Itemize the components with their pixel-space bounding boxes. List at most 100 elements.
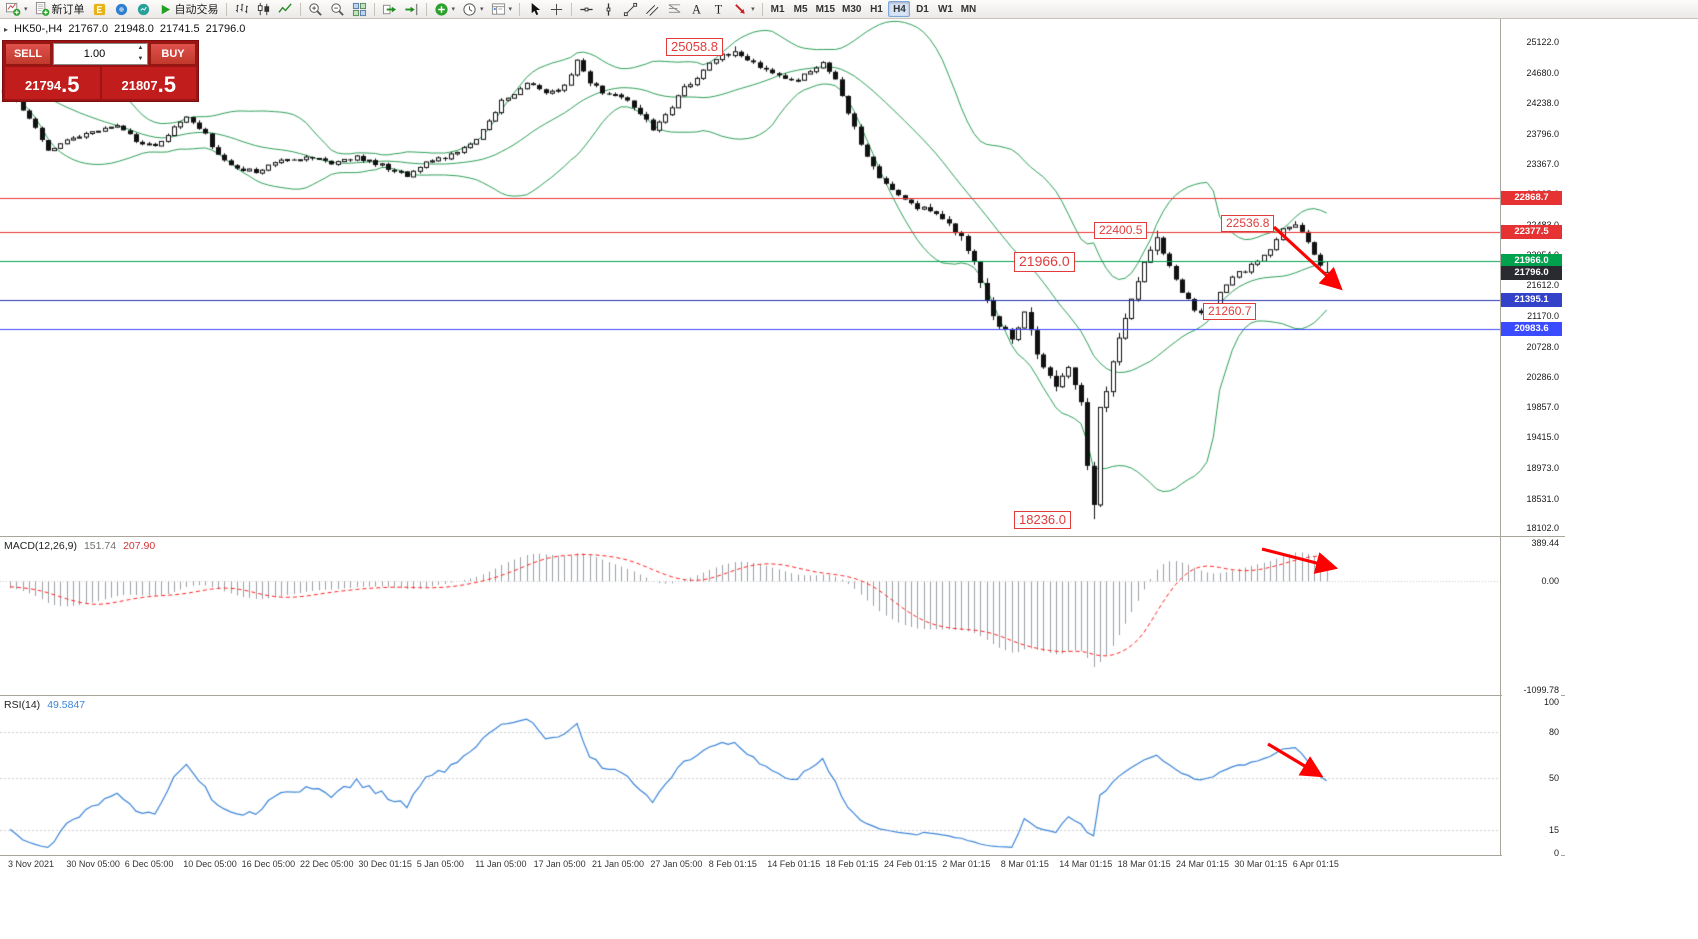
time-axis-label: 8 Feb 01:15 xyxy=(708,859,757,869)
macd-axis-label: -1099.78 xyxy=(1502,684,1561,696)
time-axis-label: 8 Mar 01:15 xyxy=(1000,859,1049,869)
panel-splitter-rsi[interactable] xyxy=(0,695,1565,696)
price-axis-label: 25122.0 xyxy=(1502,36,1561,48)
chart-candles-button[interactable] xyxy=(253,1,274,18)
channel-tool-icon xyxy=(645,2,660,17)
buy-price-frac: .5 xyxy=(157,72,176,97)
toolbar-separator xyxy=(761,2,763,16)
price-axis-label: 18102.0 xyxy=(1502,522,1561,535)
hline-tool-button[interactable] xyxy=(576,1,597,18)
one-click-trade-panel: SELL ▲ ▼ BUY 21794 .5 21807 .5 xyxy=(2,40,199,102)
ohlc-close: 21796.0 xyxy=(205,23,246,35)
macd-panel-canvas[interactable] xyxy=(0,537,1500,695)
rsi-name: RSI(14) xyxy=(4,699,41,711)
auto-scroll-button[interactable] xyxy=(379,1,400,18)
price-badge: 20983.6 xyxy=(1501,321,1562,336)
panel-splitter-macd[interactable] xyxy=(0,536,1565,537)
label-tool-icon: T xyxy=(711,2,726,17)
time-axis-label: 27 Jan 05:00 xyxy=(650,859,703,869)
cursor-icon xyxy=(527,2,542,17)
price-axis-label: 18973.0 xyxy=(1502,462,1561,475)
timeframe-w1-button[interactable]: W1 xyxy=(937,3,953,15)
periods-button[interactable]: ▾ xyxy=(459,1,487,18)
trendline-tool-button[interactable] xyxy=(620,1,641,18)
rsi-panel-canvas[interactable] xyxy=(0,696,1500,855)
price-axis-separator xyxy=(1500,19,1501,856)
zoom-out-button[interactable] xyxy=(327,1,348,18)
templates-button[interactable]: ▾ xyxy=(488,1,516,18)
buy-button[interactable]: BUY xyxy=(150,43,196,65)
timeframe-m1-button[interactable]: M1 xyxy=(770,3,785,15)
main-chart-canvas[interactable] xyxy=(0,19,1500,536)
community-button[interactable] xyxy=(111,1,132,18)
timeframe-h4-button[interactable]: H4 xyxy=(888,1,911,17)
metaeditor-button[interactable] xyxy=(89,1,110,18)
sell-price-display[interactable]: 21794 .5 xyxy=(5,67,100,99)
volume-input[interactable] xyxy=(54,48,147,60)
timeframe-mn-button[interactable]: MN xyxy=(960,3,977,15)
chart-shift-button[interactable] xyxy=(401,1,422,18)
rsi-indicator-label: RSI(14) 49.5847 xyxy=(4,699,85,711)
zoom-in-icon xyxy=(308,2,323,17)
channel-tool-button[interactable] xyxy=(642,1,663,18)
timeframe-m30-button[interactable]: M30 xyxy=(842,3,862,15)
timeframe-h1-button[interactable]: H1 xyxy=(870,3,883,15)
chart-bars-button[interactable] xyxy=(231,1,252,18)
fibonacci-tool-button[interactable] xyxy=(664,1,685,18)
label-tool-button[interactable]: T xyxy=(708,1,729,18)
vline-tool-icon xyxy=(601,2,616,17)
sell-button[interactable]: SELL xyxy=(5,43,51,65)
price-callout[interactable]: 25058.8 xyxy=(666,38,723,57)
time-axis-label: 6 Dec 05:00 xyxy=(124,859,174,869)
time-axis-label: 30 Dec 01:15 xyxy=(358,859,412,869)
time-axis-label: 2 Mar 01:15 xyxy=(942,859,991,869)
price-axis-label: 23796.0 xyxy=(1502,127,1561,140)
rsi-axis-label: 50 xyxy=(1502,771,1561,784)
metaeditor-icon xyxy=(92,2,107,17)
vline-tool-button[interactable] xyxy=(598,1,619,18)
buy-price-display[interactable]: 21807 .5 xyxy=(101,67,196,99)
price-badge: 21395.1 xyxy=(1501,293,1562,308)
price-callout[interactable]: 21260.7 xyxy=(1203,303,1257,320)
timeframe-m15-button[interactable]: M15 xyxy=(815,3,836,15)
hline-tool-icon xyxy=(579,2,594,17)
macd-value-2: 207.90 xyxy=(123,540,156,552)
timeframe-d1-button[interactable]: D1 xyxy=(916,3,929,15)
volume-up-icon[interactable]: ▲ xyxy=(137,45,144,51)
price-axis-label: 21170.0 xyxy=(1502,309,1561,322)
new-chart-button[interactable]: ▾ xyxy=(3,1,31,18)
volume-down-icon[interactable]: ▼ xyxy=(137,56,144,62)
arrows-tool-button[interactable]: ▾ xyxy=(730,1,758,18)
price-axis-label: 18531.0 xyxy=(1502,492,1561,505)
indicators-button[interactable]: ▾ xyxy=(431,1,459,18)
text-tool-button[interactable]: A xyxy=(686,1,707,18)
auto-trading-button[interactable]: 自动交易 xyxy=(155,1,222,18)
price-callout[interactable]: 22536.8 xyxy=(1221,215,1275,232)
tile-windows-button[interactable] xyxy=(349,1,370,18)
toolbar-separator xyxy=(571,2,573,16)
chart-line-button[interactable] xyxy=(275,1,296,18)
new-order-button[interactable]: 新订单 xyxy=(32,1,88,18)
price-axis-label: 20286.0 xyxy=(1502,371,1561,384)
price-callout[interactable]: 18236.0 xyxy=(1014,511,1071,530)
cursor-button[interactable] xyxy=(524,1,545,18)
one-click-toggle-icon[interactable]: ▸ xyxy=(4,24,9,34)
ohlc-low: 21741.5 xyxy=(159,23,200,35)
zoom-in-button[interactable] xyxy=(305,1,326,18)
current-price-badge: 21796.0 xyxy=(1501,265,1562,280)
timeframe-m5-button[interactable]: M5 xyxy=(793,3,808,15)
price-callout[interactable]: 21966.0 xyxy=(1014,252,1075,272)
svg-text:T: T xyxy=(715,2,723,16)
time-axis-label: 16 Dec 05:00 xyxy=(241,859,296,869)
volume-field-wrap: ▲ ▼ xyxy=(53,43,148,65)
auto-trading-icon xyxy=(158,2,173,17)
chart-ohlc-header: ▸ HK50-,H4 21767.0 21948.0 21741.5 21796… xyxy=(4,23,245,35)
time-axis-label: 3 Nov 2021 xyxy=(8,859,55,869)
crosshair-button[interactable] xyxy=(546,1,567,18)
price-callout[interactable]: 22400.5 xyxy=(1094,222,1148,239)
buy-price-main: 21807 xyxy=(121,78,158,93)
price-axis-label: 19415.0 xyxy=(1502,431,1561,444)
time-axis-label: 22 Dec 05:00 xyxy=(300,859,354,869)
market-button[interactable] xyxy=(133,1,154,18)
time-axis-label: 6 Apr 01:15 xyxy=(1292,859,1339,869)
